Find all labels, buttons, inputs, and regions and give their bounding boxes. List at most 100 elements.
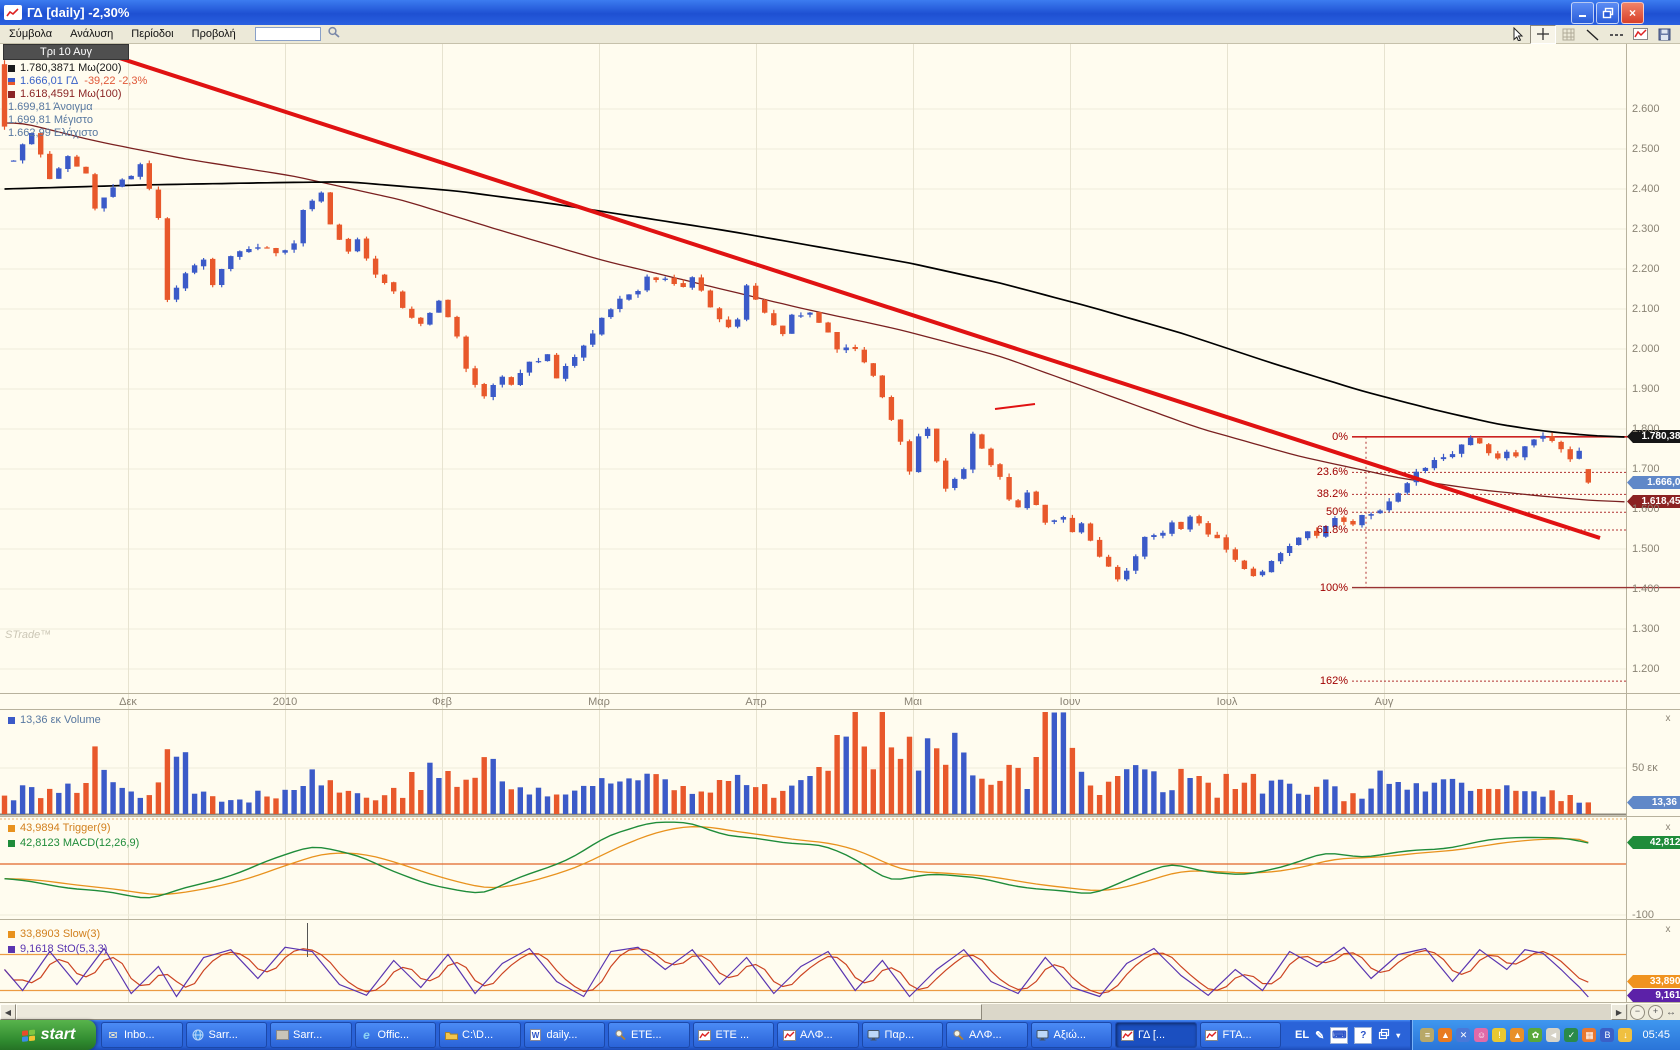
volume-pane-close-icon[interactable]: x xyxy=(1665,713,1671,724)
taskbar-button-label: Offic... xyxy=(377,1029,410,1041)
title-bar: ΓΔ [daily] -2,30% × xyxy=(0,0,1680,25)
close-button[interactable]: × xyxy=(1621,2,1644,24)
folder-icon xyxy=(444,1029,458,1042)
minimize-button[interactable] xyxy=(1571,2,1594,24)
tray-updates-icon[interactable]: ↓ xyxy=(1618,1028,1633,1042)
taskbar-button[interactable]: ΑΛΦ... xyxy=(946,1022,1028,1048)
chevron-down-icon[interactable]: ▾ xyxy=(1396,1030,1401,1040)
system-tray: ≡ ▲ ✕ ☺! ▲ ✿ ◄ ✓ ▦ B ↓ 05:45 xyxy=(1410,1020,1680,1050)
macd-pane-close-icon[interactable]: x xyxy=(1665,822,1671,833)
stoch-pane-close-icon[interactable]: x xyxy=(1665,924,1671,935)
svg-text:W: W xyxy=(532,1031,540,1040)
taskbar-button[interactable]: FTA... xyxy=(1199,1022,1281,1048)
chart-icon[interactable] xyxy=(1628,26,1652,43)
window-title: ΓΔ [daily] -2,30% xyxy=(27,5,130,20)
tray-shield-icon[interactable]: ! xyxy=(1492,1028,1507,1042)
tray-antivirus-icon[interactable]: ✓ xyxy=(1564,1028,1579,1042)
chart-icon xyxy=(1120,1029,1134,1042)
taskbar-button[interactable]: Παρ... xyxy=(861,1022,943,1048)
trendline-icon[interactable] xyxy=(1580,26,1604,43)
pen-icon[interactable]: ✎ xyxy=(1315,1029,1325,1042)
taskbar-button-label: Inbo... xyxy=(124,1029,155,1041)
menu-view[interactable]: Προβολή xyxy=(191,28,236,40)
start-button[interactable]: start xyxy=(0,1020,96,1050)
restore-button[interactable] xyxy=(1596,2,1619,24)
measure-icon[interactable] xyxy=(1604,26,1628,43)
save-icon[interactable] xyxy=(1652,26,1676,43)
word-icon: W xyxy=(529,1029,543,1042)
tray-scanner-icon[interactable]: ≡ xyxy=(1420,1028,1435,1042)
taskbar-button-label: ETE ... xyxy=(715,1029,750,1041)
clock: 05:45 xyxy=(1642,1029,1670,1041)
scroll-left-icon[interactable]: ◀ xyxy=(0,1004,16,1020)
mail-icon: ✉ xyxy=(108,1029,118,1042)
tray-trading-icon[interactable]: ▲ xyxy=(1438,1028,1453,1042)
restore-window-icon[interactable] xyxy=(1378,1028,1390,1043)
monitor-icon xyxy=(867,1029,881,1042)
scroll-right-icon[interactable]: ▶ xyxy=(1611,1004,1627,1020)
tray-icon-strip: ≡ ▲ ✕ ☺! ▲ ✿ ◄ ✓ ▦ B ↓ xyxy=(1420,1028,1633,1042)
zoom-in-button[interactable]: + xyxy=(1648,1004,1663,1020)
taskbar-button[interactable]: Αξιώ... xyxy=(1030,1022,1112,1048)
taskbar-button-label: ΑΛΦ... xyxy=(800,1029,833,1041)
magnifier-icon xyxy=(613,1029,627,1042)
zoom-out-button[interactable]: − xyxy=(1630,1004,1645,1020)
menu-bar: Σύμβολα Ανάλυση Περίοδοι Προβολή xyxy=(0,24,1680,44)
ie-icon: e xyxy=(363,1028,370,1042)
menu-periods[interactable]: Περίοδοι xyxy=(131,28,174,40)
help-icon[interactable]: ? xyxy=(1354,1026,1373,1044)
taskbar-button-label: daily... xyxy=(546,1029,578,1041)
menu-symbols[interactable]: Σύμβολα xyxy=(9,28,53,40)
taskbar-button-label: ΑΛΦ... xyxy=(969,1029,1002,1041)
chart-icon xyxy=(4,5,22,20)
taskbar-button-label: ΓΔ [... xyxy=(1138,1029,1166,1041)
taskbar-button-label: Sarr... xyxy=(208,1029,238,1041)
symbol-search-input[interactable] xyxy=(254,27,321,41)
cursor-icon[interactable] xyxy=(1506,26,1530,43)
keyboard-icon[interactable]: ⌨ xyxy=(1330,1026,1349,1044)
search-icon[interactable] xyxy=(327,26,341,42)
taskbar-button-label: ETE... xyxy=(631,1029,662,1041)
chart-icon xyxy=(782,1029,796,1042)
language-bar: EL ✎ ⌨ ? ▾ xyxy=(1295,1026,1401,1044)
taskbar-button[interactable]: ΓΔ [... xyxy=(1115,1022,1197,1048)
taskbar-button-label: Παρ... xyxy=(884,1029,915,1041)
tray-volume-icon[interactable]: ◄ xyxy=(1546,1028,1561,1042)
language-indicator[interactable]: EL xyxy=(1295,1029,1310,1041)
magnifier-icon xyxy=(951,1029,965,1042)
taskbar-button[interactable]: ETE ... xyxy=(692,1022,774,1048)
taskbar-button[interactable]: Sarr... xyxy=(270,1022,352,1048)
taskbar-button[interactable]: ΑΛΦ... xyxy=(777,1022,859,1048)
monitor-icon xyxy=(1036,1029,1050,1042)
tray-alert-icon[interactable]: ▲ xyxy=(1510,1028,1525,1042)
tray-nature-icon[interactable]: ✿ xyxy=(1528,1028,1543,1042)
chart-icon xyxy=(698,1029,712,1042)
taskbar-button[interactable]: e Offic... xyxy=(354,1022,436,1048)
tray-network-error-icon[interactable]: ✕ xyxy=(1456,1028,1471,1042)
taskbar-button-label: Αξιώ... xyxy=(1053,1029,1086,1041)
chart-icon xyxy=(1205,1029,1219,1042)
horizontal-scrollbar: ◀ ▶ − + ↔ xyxy=(0,1004,1680,1020)
taskbar-button[interactable]: ETE... xyxy=(608,1022,690,1048)
windows-logo-icon xyxy=(21,1029,35,1042)
taskbar-button-label: FTA... xyxy=(1222,1029,1252,1041)
taskbar-button[interactable]: ✉ Inbo... xyxy=(101,1022,183,1048)
globe-icon xyxy=(191,1029,205,1042)
tray-scheduler-icon[interactable]: ▦ xyxy=(1582,1028,1597,1042)
taskbar-button[interactable]: C:\D... xyxy=(439,1022,521,1048)
start-label: start xyxy=(40,1026,76,1043)
menu-analysis[interactable]: Ανάλυση xyxy=(70,28,114,40)
horizontal-resize-icon[interactable]: ↔ xyxy=(1666,1006,1676,1018)
tray-bluetooth-icon[interactable]: B xyxy=(1600,1028,1615,1042)
scrollbar-thumb[interactable] xyxy=(16,1004,982,1020)
taskbar-button-label: Sarr... xyxy=(293,1029,323,1041)
taskbar: start ✉ Inbo... Sarr... Sarr... e Offic... C:\… xyxy=(0,1020,1680,1050)
crosshair-icon[interactable] xyxy=(1530,24,1556,44)
tray-messenger-icon[interactable]: ☺ xyxy=(1474,1028,1489,1042)
grid-icon[interactable] xyxy=(1556,26,1580,43)
taskbar-button[interactable]: Sarr... xyxy=(185,1022,267,1048)
